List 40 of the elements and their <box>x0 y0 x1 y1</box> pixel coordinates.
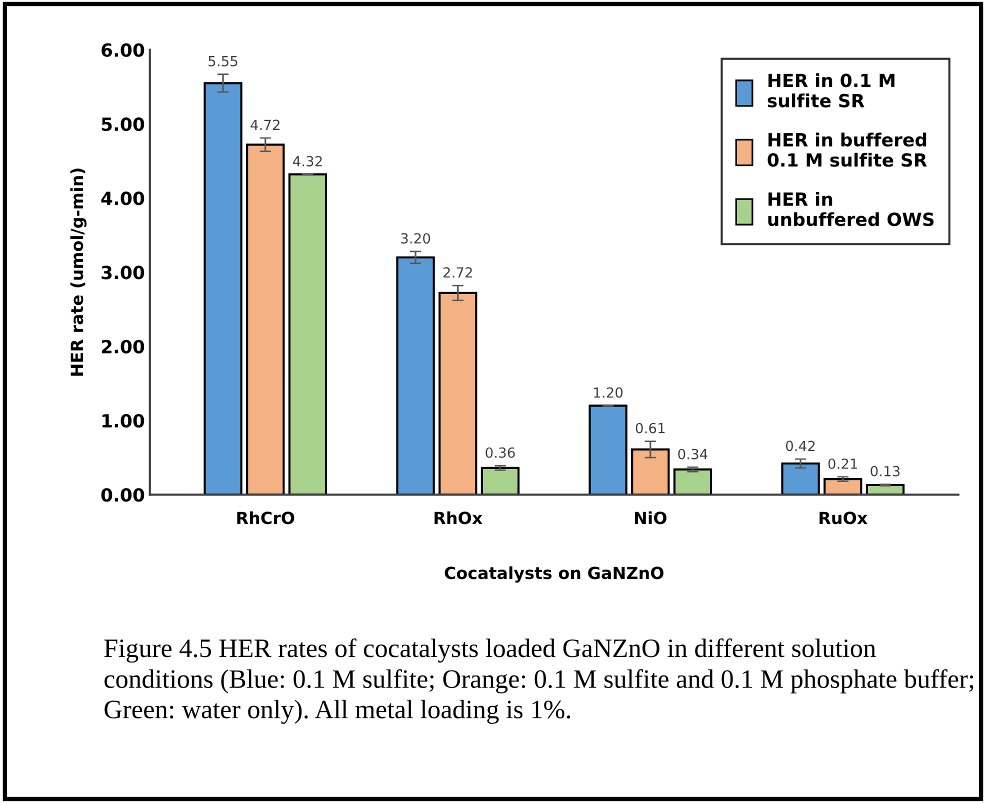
x-tick-label: NiO <box>635 511 666 524</box>
data-label: 0.21 <box>828 458 858 469</box>
y-tick-label: 0.00 <box>101 488 144 502</box>
y-tick-label: 3.00 <box>102 266 144 280</box>
y-tick-label: 4.00 <box>101 192 144 206</box>
bar <box>588 404 628 495</box>
legend-label: HER in unbuffered OWS <box>768 192 934 226</box>
data-label: 0.42 <box>786 440 815 452</box>
data-label: 3.20 <box>401 233 430 244</box>
legend-label: HER in buffered 0.1 M sulfite SR <box>768 132 927 167</box>
bar <box>246 144 285 495</box>
y-tick-label: 2.00 <box>102 340 144 354</box>
data-label: 4.32 <box>292 156 322 166</box>
x-tick-label: RuOx <box>820 512 868 524</box>
data-label: 4.72 <box>250 120 280 130</box>
bar <box>824 478 862 495</box>
bar <box>288 173 328 495</box>
bar <box>480 466 520 495</box>
data-label: 2.72 <box>443 267 472 278</box>
bar <box>438 292 478 495</box>
y-tick-label: 6.00 <box>102 43 144 57</box>
legend-label: HER in 0.1 M sulfite SR <box>768 73 894 108</box>
data-label: 5.55 <box>208 56 238 66</box>
data-label: 0.61 <box>636 422 665 434</box>
y-axis-title: HER rate (umol/g-min) <box>70 168 87 376</box>
x-tick-label: RhCrO <box>237 511 294 524</box>
bar <box>396 256 435 495</box>
bar <box>204 82 242 495</box>
data-label: 0.13 <box>870 466 900 476</box>
data-label: 0.34 <box>678 448 708 460</box>
bar <box>781 462 820 495</box>
x-axis-title: Cocatalysts on GaNZnO <box>444 566 664 583</box>
y-tick-label: 5.00 <box>102 117 144 132</box>
caption: Figure 4.5 HER rates of cocatalysts loaded GaNZnO in different solution conditions (Blue: 0.1 M sulfite; Orange: 0.1 M sulfite and 0.1 M phosphate buffer; Green: water only). All metal loading is 1%. <box>104 638 974 724</box>
data-label: 1.20 <box>594 387 623 398</box>
bar <box>673 468 712 495</box>
bar <box>631 448 670 495</box>
data-label: 0.36 <box>486 447 515 458</box>
y-tick-label: 1.00 <box>102 414 144 428</box>
x-tick-label: RhOx <box>434 511 482 524</box>
